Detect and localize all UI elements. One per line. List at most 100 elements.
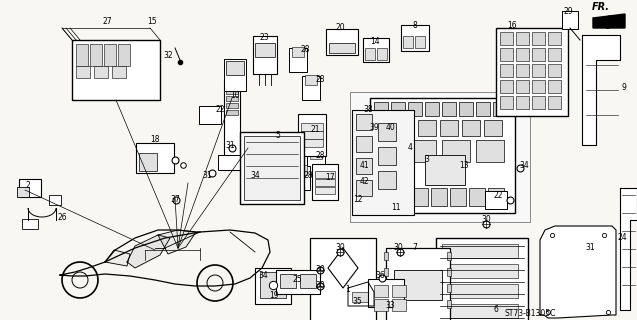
Bar: [76, 44, 88, 66]
Bar: [532, 80, 545, 93]
Text: 8: 8: [413, 20, 417, 29]
Text: 11: 11: [391, 203, 401, 212]
Bar: [384, 300, 388, 308]
Bar: [363, 38, 389, 62]
Text: 30: 30: [393, 244, 403, 252]
Text: 2: 2: [25, 180, 31, 189]
Bar: [22, 219, 38, 229]
Bar: [386, 248, 450, 320]
Text: 32: 32: [163, 51, 173, 60]
Bar: [298, 114, 326, 156]
Bar: [500, 32, 513, 45]
Bar: [76, 66, 90, 78]
Bar: [374, 140, 402, 162]
Text: 27: 27: [102, 18, 112, 27]
Text: 20: 20: [335, 23, 345, 33]
Bar: [312, 164, 338, 200]
Bar: [425, 102, 439, 116]
Bar: [139, 153, 157, 171]
Text: 22: 22: [215, 106, 225, 115]
Bar: [295, 165, 307, 175]
Text: 34: 34: [250, 171, 260, 180]
Bar: [307, 150, 325, 174]
Bar: [393, 188, 409, 206]
Text: 24: 24: [617, 234, 627, 243]
Text: 31: 31: [225, 140, 235, 149]
Bar: [384, 268, 388, 276]
Bar: [442, 264, 518, 278]
Bar: [516, 48, 529, 61]
Bar: [374, 120, 392, 136]
Bar: [378, 123, 396, 141]
Bar: [226, 96, 238, 101]
Text: 21: 21: [310, 125, 320, 134]
Bar: [276, 270, 320, 294]
Text: 6: 6: [494, 306, 498, 315]
Bar: [403, 36, 413, 48]
Bar: [352, 292, 368, 302]
Bar: [440, 120, 458, 136]
Bar: [374, 299, 388, 311]
Bar: [408, 102, 422, 116]
Bar: [374, 102, 388, 116]
Bar: [226, 110, 238, 115]
Bar: [302, 76, 320, 100]
Text: 5: 5: [276, 131, 280, 140]
Polygon shape: [348, 282, 374, 306]
Polygon shape: [105, 250, 130, 266]
Bar: [226, 82, 238, 87]
Bar: [136, 143, 174, 173]
Bar: [244, 136, 300, 200]
Bar: [315, 187, 335, 194]
Bar: [310, 238, 376, 320]
Bar: [384, 284, 388, 292]
Bar: [436, 238, 528, 320]
Text: 22: 22: [493, 190, 503, 199]
Text: 33: 33: [385, 300, 395, 309]
Bar: [532, 96, 545, 109]
Bar: [218, 155, 246, 170]
Bar: [104, 44, 116, 66]
Bar: [368, 279, 404, 307]
Bar: [392, 299, 406, 311]
Bar: [301, 139, 323, 147]
Text: 38: 38: [363, 106, 373, 115]
Bar: [112, 66, 126, 78]
Bar: [260, 272, 286, 298]
Bar: [548, 96, 561, 109]
Text: 16: 16: [507, 20, 517, 29]
Bar: [374, 188, 390, 206]
Bar: [500, 64, 513, 77]
Bar: [310, 149, 322, 159]
Bar: [488, 188, 504, 206]
Bar: [305, 75, 317, 85]
Bar: [377, 48, 387, 60]
Text: 34: 34: [258, 270, 268, 279]
Bar: [415, 36, 425, 48]
Polygon shape: [127, 235, 170, 268]
Bar: [447, 252, 451, 260]
Bar: [301, 123, 323, 131]
Bar: [442, 304, 518, 318]
Bar: [118, 44, 130, 66]
Text: 3: 3: [425, 156, 429, 164]
Text: 34: 34: [519, 161, 529, 170]
Text: 26: 26: [57, 213, 67, 222]
Bar: [396, 120, 414, 136]
Bar: [226, 103, 238, 108]
Text: 10: 10: [230, 91, 240, 100]
Bar: [500, 96, 513, 109]
Text: 36: 36: [375, 270, 385, 279]
Bar: [292, 166, 310, 190]
Bar: [49, 195, 61, 205]
Text: 31: 31: [202, 171, 212, 180]
Bar: [496, 28, 568, 116]
Bar: [450, 188, 466, 206]
Polygon shape: [582, 35, 620, 145]
Bar: [365, 48, 375, 60]
Polygon shape: [620, 188, 637, 310]
Text: 25: 25: [292, 276, 302, 284]
Bar: [548, 64, 561, 77]
Text: 4: 4: [408, 143, 412, 153]
Text: 18: 18: [150, 135, 160, 145]
